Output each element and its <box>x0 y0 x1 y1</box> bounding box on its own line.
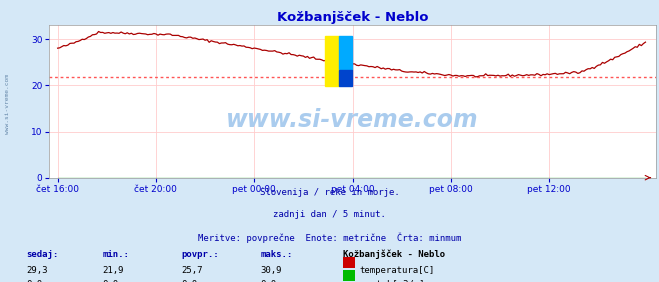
Text: 21,9: 21,9 <box>102 266 124 276</box>
Text: 30,9: 30,9 <box>260 266 282 276</box>
Bar <box>326 70 339 86</box>
Text: 25,7: 25,7 <box>181 266 203 276</box>
Text: 0,0: 0,0 <box>181 280 197 282</box>
Text: Slovenija / reke in morje.: Slovenija / reke in morje. <box>260 188 399 197</box>
Text: 0,0: 0,0 <box>26 280 42 282</box>
Text: www.si-vreme.com: www.si-vreme.com <box>5 74 11 134</box>
Text: min.:: min.: <box>102 250 129 259</box>
Bar <box>339 70 352 86</box>
Text: maks.:: maks.: <box>260 250 293 259</box>
Text: Meritve: povprečne  Enote: metrične  Črta: minmum: Meritve: povprečne Enote: metrične Črta:… <box>198 233 461 243</box>
Text: povpr.:: povpr.: <box>181 250 219 259</box>
Text: pretok[m3/s]: pretok[m3/s] <box>360 280 424 282</box>
Text: temperatura[C]: temperatura[C] <box>360 266 435 276</box>
Text: 29,3: 29,3 <box>26 266 48 276</box>
Bar <box>339 36 352 70</box>
Text: www.si-vreme.com: www.si-vreme.com <box>226 108 479 132</box>
Text: 0,0: 0,0 <box>102 280 118 282</box>
Text: sedaj:: sedaj: <box>26 250 59 259</box>
Text: 0,0: 0,0 <box>260 280 276 282</box>
Text: Kožbanjšček - Neblo: Kožbanjšček - Neblo <box>343 250 445 259</box>
Bar <box>326 36 339 70</box>
Title: Kožbanjšček - Neblo: Kožbanjšček - Neblo <box>277 11 428 24</box>
Text: zadnji dan / 5 minut.: zadnji dan / 5 minut. <box>273 210 386 219</box>
